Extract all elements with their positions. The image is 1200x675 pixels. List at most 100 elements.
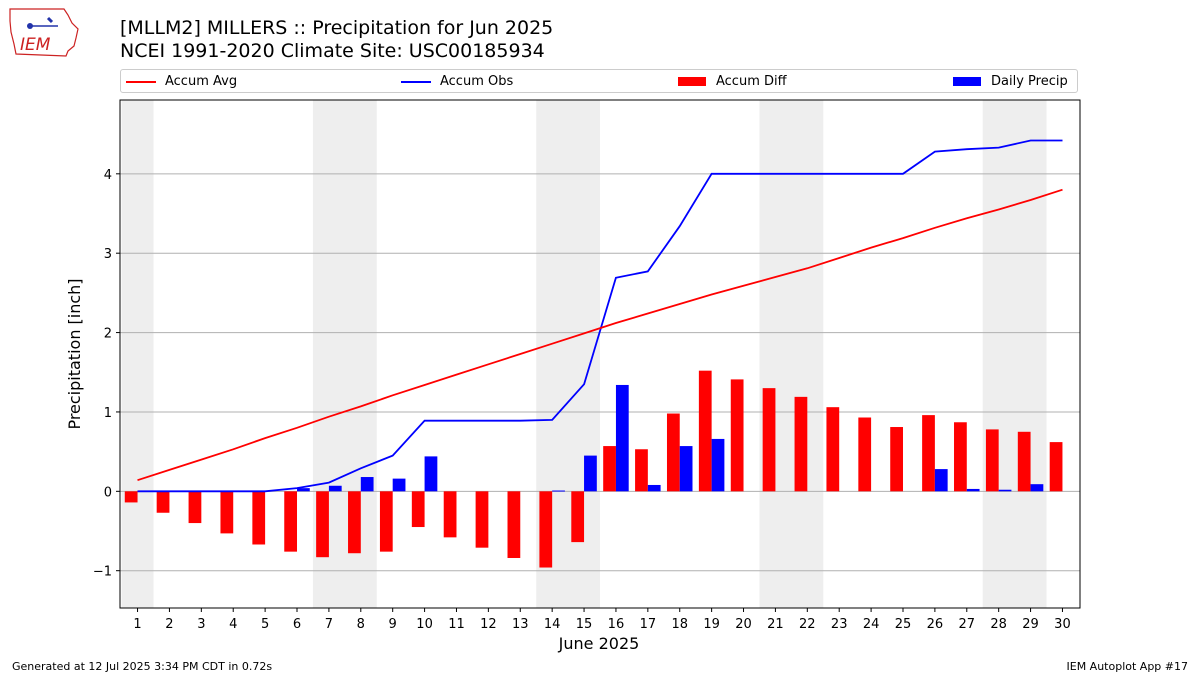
legend-swatch <box>126 80 156 83</box>
accum-diff-bar <box>252 491 266 545</box>
x-tick-label: 30 <box>1054 617 1071 632</box>
x-tick-label: 8 <box>357 617 365 632</box>
daily-precip-bar <box>552 490 565 492</box>
x-tick-label: 27 <box>959 617 976 632</box>
weekend-shade <box>759 100 824 608</box>
x-tick-label: 25 <box>895 617 912 632</box>
daily-precip-bar <box>328 485 342 492</box>
daily-precip-bar <box>679 446 693 492</box>
legend-label: Accum Avg <box>165 74 238 89</box>
x-tick-label: 19 <box>703 617 720 632</box>
legend-item-accum-diff: Accum Diff <box>678 73 787 91</box>
legend-item-daily-precip: Daily Precip <box>953 73 1068 91</box>
x-tick-label: 20 <box>735 617 752 632</box>
x-tick-label: 14 <box>544 617 561 632</box>
y-tick-label: 2 <box>104 327 112 342</box>
accum-diff-bar <box>379 491 393 552</box>
iowa-outline-icon <box>9 8 79 57</box>
accum-diff-bar <box>858 417 872 492</box>
x-tick-label: 12 <box>480 617 497 632</box>
x-tick-label: 16 <box>608 617 625 632</box>
accum-diff-bar <box>316 491 329 558</box>
x-tick-label: 3 <box>197 617 205 632</box>
daily-precip-bar <box>998 489 1012 492</box>
x-tick-label: 24 <box>863 617 880 632</box>
daily-precip-bar <box>711 438 725 492</box>
accum-diff-bar <box>539 491 553 568</box>
daily-precip-bar <box>424 456 438 492</box>
y-tick-label: 3 <box>104 247 112 262</box>
x-tick-label: 17 <box>640 617 657 632</box>
x-tick-label: 1 <box>133 617 141 632</box>
accum-diff-bar <box>284 491 298 552</box>
legend-label: Daily Precip <box>991 74 1068 89</box>
accum-diff-bar <box>124 491 138 503</box>
chart-legend: Accum Avg Accum Obs Accum Diff Daily Pre… <box>120 69 1078 93</box>
daily-precip-bar <box>392 478 406 492</box>
daily-precip-bar <box>934 469 948 492</box>
daily-precip-bar <box>360 477 374 492</box>
accum-diff-bar <box>220 491 234 534</box>
daily-precip-bar <box>1030 484 1044 492</box>
x-tick-label: 4 <box>229 617 237 632</box>
accum-diff-bar <box>730 379 744 492</box>
x-tick-label: 22 <box>799 617 816 632</box>
accum-diff-bar <box>698 370 712 492</box>
daily-precip-bar <box>584 455 597 492</box>
y-tick-label: −1 <box>93 565 112 580</box>
x-tick-label: 10 <box>416 617 433 632</box>
x-tick-label: 15 <box>576 617 593 632</box>
x-tick-label: 28 <box>990 617 1007 632</box>
x-tick-label: 2 <box>165 617 173 632</box>
accum-diff-bar <box>954 422 967 492</box>
y-tick-label: 0 <box>104 485 112 500</box>
accum-diff-bar <box>635 449 648 492</box>
legend-label: Accum Diff <box>716 74 787 89</box>
x-tick-label: 7 <box>325 617 333 632</box>
accum-diff-bar <box>762 388 776 492</box>
accum-obs-line <box>137 139 1063 493</box>
accum-diff-bar <box>475 491 489 548</box>
accum-diff-bar <box>188 491 202 524</box>
footer-generated-text: Generated at 12 Jul 2025 3:34 PM CDT in … <box>12 660 273 673</box>
accum-diff-bar <box>507 491 521 558</box>
y-axis-label: Precipitation [inch] <box>65 278 84 429</box>
accum-diff-bar <box>443 491 457 538</box>
x-tick-label: 29 <box>1022 617 1039 632</box>
footer-app-text: IEM Autoplot App #17 <box>1066 660 1189 673</box>
x-tick-label: 11 <box>448 617 465 632</box>
accum-diff-bar <box>348 491 361 554</box>
weekend-shade <box>121 100 154 608</box>
accum-diff-bar <box>411 491 425 528</box>
logo-text: IEM <box>20 35 51 55</box>
accum-diff-bar <box>666 413 680 492</box>
daily-precip-bar <box>966 488 980 492</box>
legend-swatch <box>953 77 981 86</box>
x-axis-label: June 2025 <box>558 634 640 653</box>
x-tick-label: 5 <box>261 617 269 632</box>
x-tick-label: 23 <box>831 617 848 632</box>
legend-item-accum-avg: Accum Avg <box>126 73 237 91</box>
accum-diff-bar <box>985 429 999 492</box>
chart-title: [MLLM2] MILLERS :: Precipitation for Jun… <box>120 17 554 39</box>
accum-diff-bar <box>156 491 170 513</box>
legend-swatch <box>678 77 706 86</box>
y-tick-label: 4 <box>104 168 112 183</box>
accum-diff-bar <box>826 407 840 492</box>
legend-item-accum-obs: Accum Obs <box>401 73 513 91</box>
chart-subtitle: NCEI 1991-2020 Climate Site: USC00185934 <box>120 40 545 62</box>
x-tick-label: 26 <box>927 617 944 632</box>
accum-diff-bar <box>571 491 585 543</box>
accum-diff-bar <box>890 427 903 492</box>
legend-label: Accum Obs <box>440 74 514 89</box>
iem-logo: IEM <box>9 8 79 57</box>
x-tick-label: 13 <box>512 617 529 632</box>
daily-precip-bar <box>647 484 661 492</box>
x-tick-label: 6 <box>293 617 301 632</box>
plot-frame <box>119 99 1081 609</box>
accum-avg-line <box>137 188 1063 482</box>
weekend-shade <box>982 100 1047 608</box>
y-tick-label: 1 <box>104 406 112 421</box>
accum-diff-bar <box>794 396 808 492</box>
